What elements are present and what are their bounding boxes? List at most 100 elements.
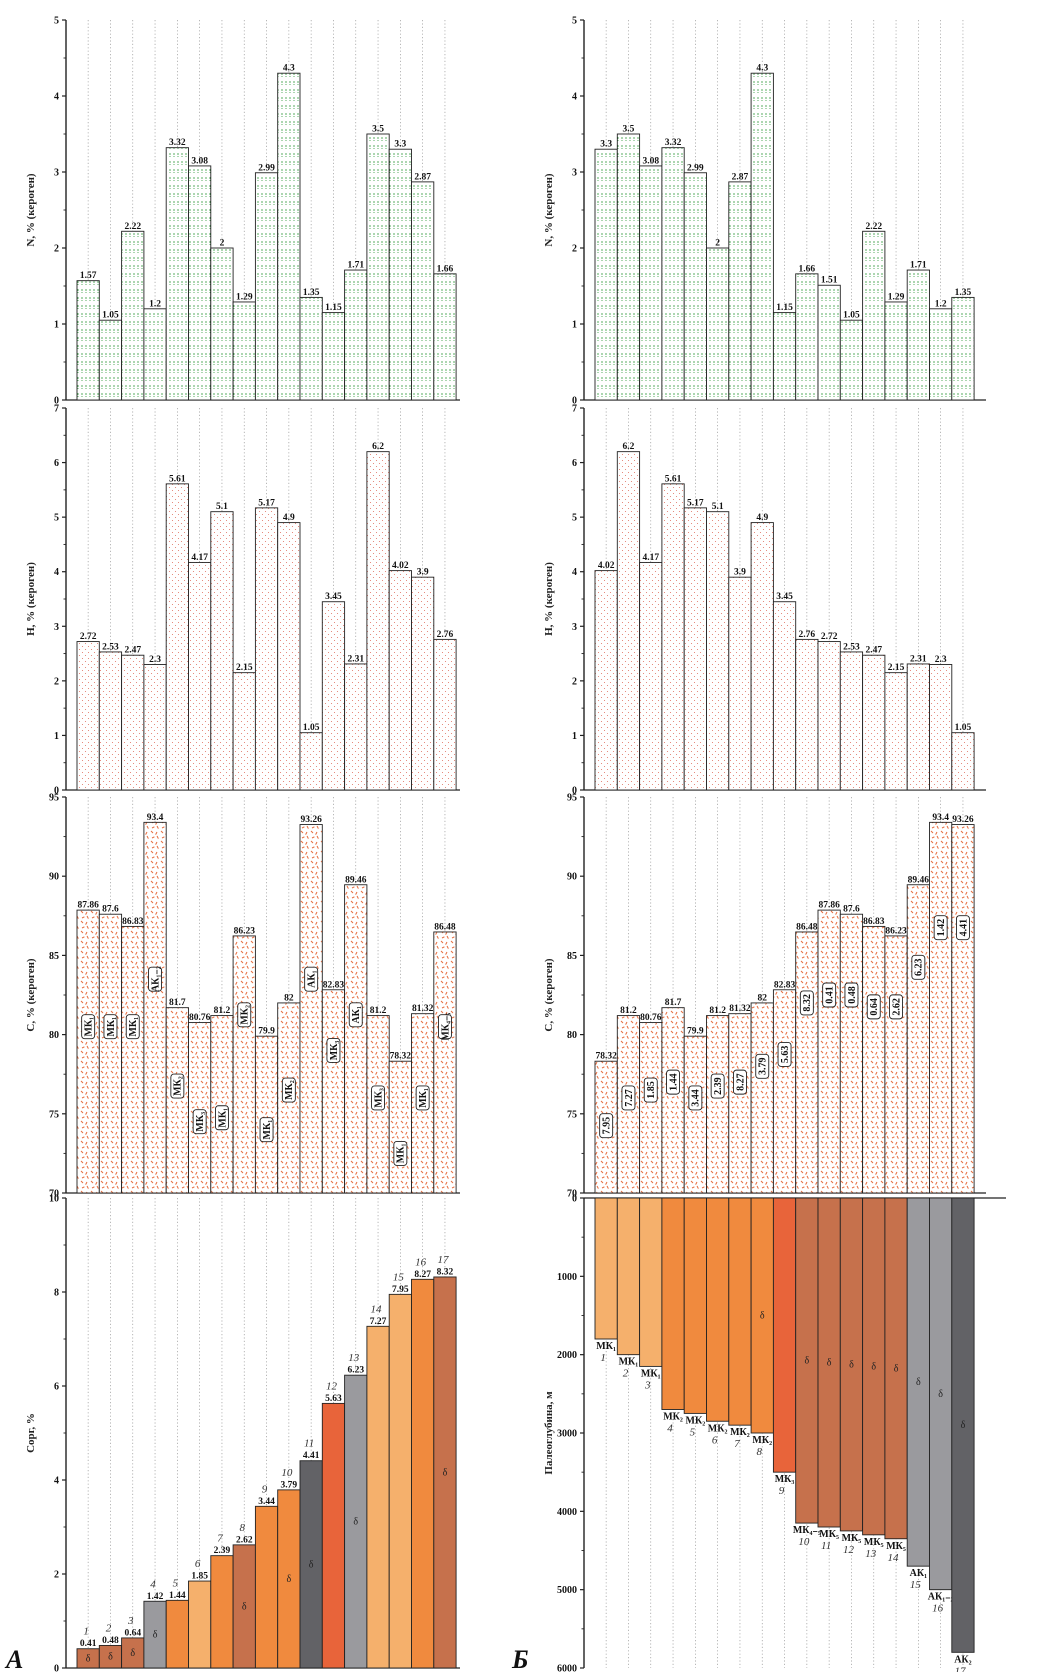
bar-tag: МК₃ (192, 1109, 207, 1135)
data-label: 82 (284, 993, 294, 1003)
bar (795, 273, 819, 401)
data-label: 79.9 (258, 1027, 275, 1037)
bar-tag-box (688, 1085, 703, 1111)
data-label: 2.99 (687, 163, 704, 173)
bar-tag-text: МК₁ (262, 1120, 273, 1140)
bar-tag-box (621, 1085, 636, 1111)
data-label: 81.32 (729, 1004, 751, 1014)
bar (616, 1197, 641, 1356)
bar (344, 663, 368, 791)
bar-number: 9 (262, 1483, 268, 1495)
bar-tag-text: 1.42 (936, 919, 947, 937)
data-label: 1.85 (191, 1572, 208, 1582)
y-tick-label: 90 (49, 872, 59, 883)
delta-mark: δ (130, 1648, 135, 1659)
bar (616, 133, 641, 401)
bar-tag-box (304, 966, 319, 992)
delta-mark: δ (286, 1574, 291, 1585)
data-label: 2.3 (149, 655, 161, 665)
y-axis-title: Cорг, % (25, 1413, 37, 1453)
bar (683, 507, 707, 791)
bar-tag-text: 8.27 (735, 1073, 746, 1091)
bar (839, 913, 864, 1194)
bar (728, 181, 752, 401)
data-label: 4.9 (283, 513, 295, 523)
bar (143, 308, 167, 401)
bar-number: 2 (623, 1368, 629, 1380)
bar-tag: 1.44 (666, 1069, 680, 1095)
bar (906, 884, 930, 1194)
bar-tag-text: МК₃ (373, 1088, 384, 1108)
bar-tag: 8.27 (733, 1069, 747, 1095)
bar (728, 1197, 752, 1426)
data-label: 0.64 (124, 1628, 141, 1638)
delta-mark: δ (353, 1517, 358, 1528)
bar-tag-box (148, 966, 163, 992)
y-tick-label: 3 (572, 168, 577, 179)
bar-tag: МК₁ (214, 1105, 229, 1131)
data-label: 86.83 (122, 917, 144, 927)
bar (366, 1325, 390, 1669)
bar-tag-text: МК₂ (173, 1076, 184, 1096)
bar (706, 1197, 730, 1422)
data-label: 1.42 (147, 1592, 164, 1602)
bar (817, 909, 841, 1194)
bar (951, 296, 975, 401)
bar (98, 651, 123, 791)
chart-b-2: 70 75 80 85 90 95 C, % (кероген) 78.32 7.95 81.2 7… (543, 793, 986, 1200)
bar-tag-text: АК₁ (306, 970, 317, 987)
bar (299, 296, 323, 401)
data-label: 3.45 (776, 592, 793, 602)
y-axis-title: N, % (кероген) (543, 173, 555, 246)
bar (772, 312, 797, 401)
y-axis-title: Палеоглубина, м (543, 1391, 555, 1475)
delta-mark: δ (760, 1311, 765, 1322)
y-tick-label: 5000 (557, 1585, 577, 1596)
stage-label: МК₂ (686, 1415, 706, 1426)
bar-number: 13 (348, 1352, 360, 1364)
data-label: 5.1 (712, 502, 724, 512)
y-tick-label: 95 (567, 793, 577, 804)
bar-tag-box (666, 1069, 680, 1095)
bar (232, 672, 256, 791)
bar-number: 7 (217, 1533, 223, 1545)
data-label: 2.72 (821, 632, 838, 642)
stage-label: МК₅ (842, 1533, 862, 1544)
data-label: 89.46 (908, 875, 930, 885)
y-axis-title: N, % (кероген) (25, 173, 37, 246)
bar-tag-text: АК₁ (351, 1006, 362, 1023)
bar-tag-text: МК₁ (418, 1088, 429, 1108)
bar (683, 172, 707, 401)
bar-tag-text: 0.48 (847, 986, 858, 1004)
chart-b-0: 0 1 2 3 4 5 N, % (кероген) 3.3 3.5 3.08 3.32 2.99 2 2… (543, 16, 986, 407)
bar-number: 17 (954, 1665, 966, 1672)
bar (906, 663, 930, 791)
data-label: 5.63 (325, 1394, 342, 1404)
data-label: 80.76 (640, 1013, 662, 1023)
y-tick-label: 2 (572, 676, 577, 687)
bar-tag: МК₁ (125, 1014, 140, 1040)
data-label: 5.1 (216, 502, 228, 512)
data-label: 2.31 (347, 654, 364, 664)
y-tick-label: 70 (567, 1189, 577, 1200)
y-axis-title: H, % (кероген) (25, 562, 37, 636)
bar (728, 576, 752, 791)
y-tick-label: 90 (567, 872, 577, 883)
bar-tag: 2.39 (710, 1073, 725, 1099)
bar-number: 15 (910, 1579, 922, 1591)
bar-tag-text: МК₁ (106, 1017, 117, 1037)
y-tick-label: 2 (572, 244, 577, 255)
stage-label: МК₄₋₅ (793, 1525, 821, 1536)
bar (839, 651, 864, 791)
bar-number: 14 (371, 1303, 383, 1315)
stage-label: МК₁ (641, 1368, 661, 1379)
bar (388, 148, 412, 401)
panel-label-a: А (4, 1645, 23, 1672)
bar (862, 654, 886, 791)
data-label: 2.99 (258, 163, 275, 173)
bar (76, 909, 100, 1194)
chart-b-3: 0 1000 2000 3000 4000 5000 6000 Палеоглубина, м… (543, 1194, 1006, 1672)
data-label: 1.29 (236, 292, 253, 302)
bar (188, 561, 212, 791)
